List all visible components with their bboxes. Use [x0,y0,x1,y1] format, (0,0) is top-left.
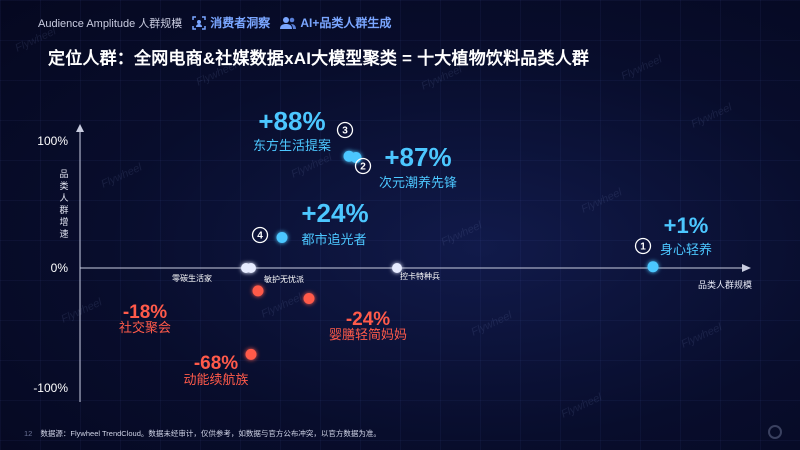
point-name-label: 东方生活提案 [253,138,331,153]
point-percent-label: +1% [664,213,709,238]
data-point [246,263,256,273]
point-name-label: 次元潮养先锋 [379,175,457,190]
point-percent-label: +88% [258,106,325,136]
y-tick-label: -100% [33,381,68,395]
chart-marks: +1% 身心轻养 1 +87% 次元潮养先锋 2 +88% 东方生活提案 3 +24% 都市追光者 4… [119,106,712,387]
tab-consumer-insight[interactable]: 消费者洞察 [192,14,270,31]
point-percent-label: +24% [301,198,368,228]
logo-icon [768,425,782,439]
point-percent-label: +87% [384,142,451,172]
data-point [303,292,315,304]
point-label: 控卡特种兵 [400,271,440,281]
x-axis-arrow [742,264,751,272]
point-name-label: 社交聚会 [119,320,171,335]
y-axis-arrow [76,124,84,132]
source-note: 数据源：Flywheel TrendCloud。数据未经审计，仅供参考，如数据与… [40,429,381,438]
brand-label: Audience Amplitude 人群规模 [38,17,183,30]
y-tick-label: 0% [51,261,69,275]
point-label: 敏护无忧派 [264,274,304,284]
rank-number: 2 [360,162,366,173]
rank-number: 1 [640,242,646,253]
tab-ai-audience[interactable]: AI+品类人群生成 [280,14,391,31]
tab-label: 消费者洞察 [210,16,271,30]
page-number: 12 [24,429,33,438]
point-name-label: 婴膳轻简妈妈 [329,327,407,342]
tab-label: AI+品类人群生成 [300,16,392,30]
data-point [276,232,288,244]
people-icon [280,16,297,29]
rank-badge [354,157,372,175]
rank-number: 3 [342,126,348,137]
rank-badge [251,226,269,244]
point-name-label: 都市追光者 [301,232,366,247]
data-point [343,150,355,162]
x-axis-title: 品类人群规模 [698,279,752,290]
point-name-label: 身心轻养 [660,242,712,257]
point-percent-label: -24% [346,309,390,330]
point-label: 零碳生活家 [172,273,212,283]
y-axis-title: 品类人群增速 [59,169,69,239]
rank-badge [336,121,354,139]
top-bar: Audience Amplitude 人群规模 消费者洞察 AI+品类人群生成 [38,14,391,31]
point-percent-label: -68% [194,353,238,374]
data-point [252,285,264,297]
data-point [245,348,257,360]
data-point [392,263,402,273]
scan-icon [192,15,207,30]
point-percent-label: -18% [123,302,167,323]
footer: 12 数据源：Flywheel TrendCloud。数据未经审计，仅供参考，如… [24,428,381,439]
y-tick-label: 100% [37,134,68,148]
page-title: 定位人群：全网电商&社媒数据xAI大模型聚类 = 十大植物饮料品类人群 [48,49,590,68]
point-name-label: 动能续航族 [183,372,248,387]
rank-number: 4 [257,231,263,242]
data-point [647,261,659,273]
rank-badge [634,237,652,255]
